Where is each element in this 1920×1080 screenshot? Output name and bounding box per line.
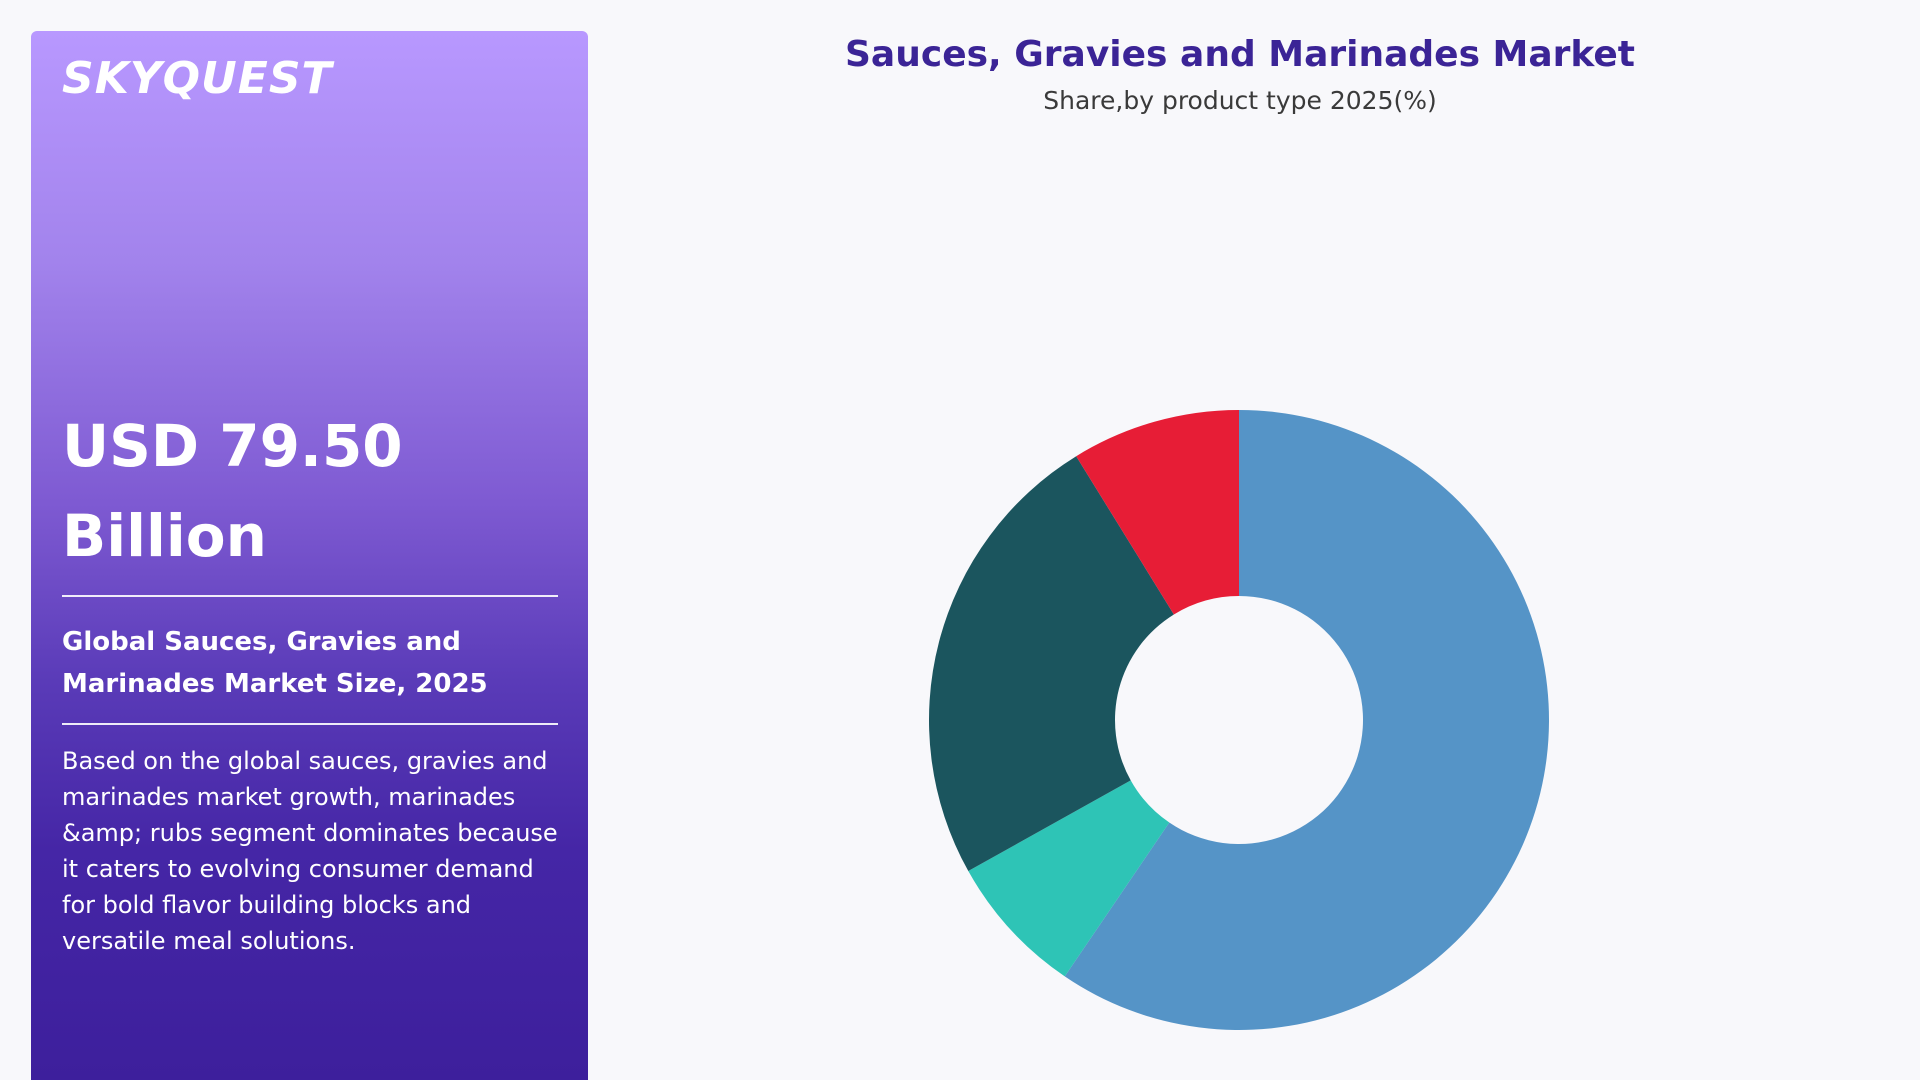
market-description: Based on the global sauces, gravies and … [62, 747, 558, 955]
donut-slice-3 [929, 456, 1174, 872]
divider-top [62, 595, 558, 597]
chart-title: Sauces, Gravies and Marinades Market [845, 34, 1635, 75]
market-size-value: USD 79.50 [62, 412, 403, 480]
donut-slice-1 [1064, 410, 1549, 1030]
market-size-label: Global Sauces, Gravies and Marinades Mar… [62, 627, 488, 699]
donut-slice-4 [1076, 410, 1239, 615]
market-size-unit: Billion [62, 502, 267, 570]
summary-panel: SKYQUEST USD 79.50 Billion Global Sauces… [31, 31, 588, 1080]
skyquest-logo: SKYQUEST [62, 53, 333, 104]
donut-slice-2 [968, 780, 1170, 977]
market-size-headline: USD 79.50 Billion [62, 401, 562, 581]
divider-bottom [62, 723, 558, 725]
chart-subtitle: Share,by product type 2025(%) [1043, 86, 1437, 115]
